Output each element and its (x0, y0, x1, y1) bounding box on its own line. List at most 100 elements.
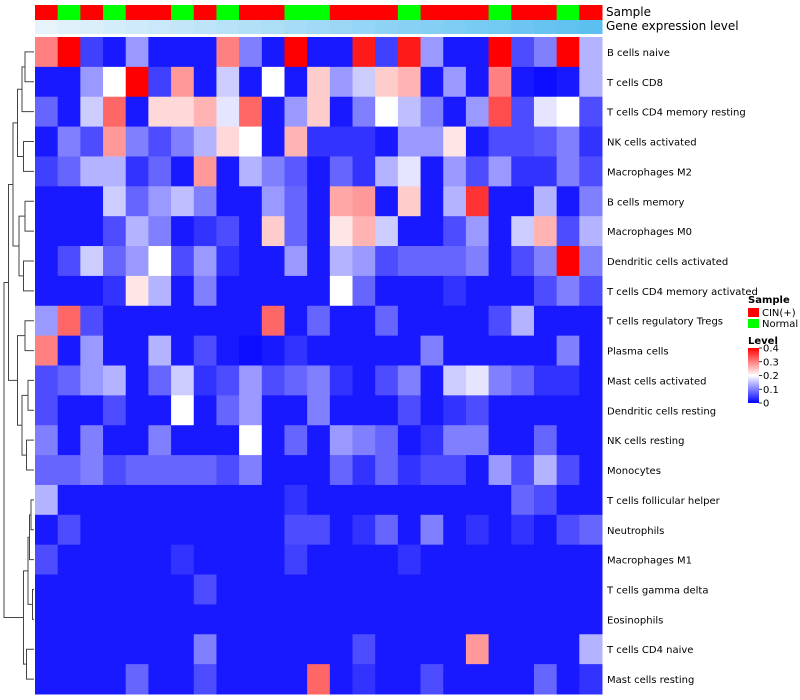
heatmap-cell (125, 604, 149, 635)
heatmap-cell (556, 126, 580, 157)
heatmap-cell (556, 305, 580, 337)
heatmap-cell (511, 216, 535, 247)
heatmap-cell (397, 664, 422, 695)
heatmap-cell (352, 395, 376, 426)
heatmap-cell (375, 395, 399, 426)
heatmap-cell (375, 305, 399, 337)
row-dendrogram (3, 51, 34, 680)
heatmap-cell (465, 186, 490, 217)
heatmap-cell (375, 216, 399, 247)
heatmap-cell (533, 455, 558, 486)
sample-cell (239, 5, 263, 20)
heatmap-cell (103, 514, 127, 546)
heatmap-cell (556, 275, 580, 307)
heatmap-cell (307, 664, 331, 695)
heatmap-cell (284, 484, 308, 516)
row-label: T cells CD4 memory activated (606, 287, 758, 298)
heatmap-cell (579, 365, 603, 396)
heatmap-cell (125, 455, 149, 486)
heatmap-cell (556, 664, 580, 695)
heatmap-cell (375, 544, 399, 576)
heatmap-cell (57, 66, 81, 98)
heatmap-cell (329, 305, 354, 337)
heatmap-cell (57, 335, 81, 366)
heatmap-cell (239, 634, 263, 665)
heatmap-cell (511, 574, 535, 605)
heatmap-cell (125, 395, 149, 426)
heatmap-cell (352, 96, 376, 128)
legend-level-title: Level (748, 336, 778, 347)
heatmap-cell (239, 574, 263, 605)
expression-cell (533, 20, 558, 34)
sample-cell (103, 5, 127, 20)
heatmap-cell (35, 66, 59, 98)
heatmap-cell (307, 37, 331, 68)
heatmap-cell (57, 37, 81, 68)
heatmap-cell (443, 395, 467, 426)
heatmap-cell (579, 37, 603, 68)
heatmap-cell (556, 544, 580, 576)
heatmap-cell (397, 425, 422, 456)
heatmap-cell (216, 604, 240, 635)
heatmap-cell (329, 395, 354, 426)
heatmap-cell (375, 425, 399, 456)
heatmap-cell (125, 275, 149, 307)
heatmap-cell (80, 634, 104, 665)
heatmap-cell (193, 604, 217, 635)
dendrogram-branch (24, 200, 34, 232)
heatmap-cell (216, 425, 240, 456)
heatmap-cell (261, 365, 285, 396)
sample-cell (465, 5, 490, 20)
heatmap-cell (488, 335, 512, 366)
heatmap-cell (35, 544, 59, 576)
heatmap-cell (307, 425, 331, 456)
heatmap-cell (352, 37, 376, 68)
row-label: T cells follicular helper (606, 496, 721, 507)
heatmap-cell (103, 634, 127, 665)
heatmap-cell (420, 126, 444, 157)
heatmap-cell (579, 156, 603, 187)
heatmap-cell (57, 455, 81, 486)
heatmap-cell (307, 335, 331, 366)
row-label: T cells gamma delta (606, 585, 708, 596)
heatmap-cell (216, 126, 240, 157)
heatmap-cell (35, 484, 59, 516)
heatmap-cell (193, 395, 217, 426)
heatmap-cell (171, 305, 195, 337)
heatmap-cell (261, 156, 285, 187)
heatmap-cell (579, 634, 603, 665)
heatmap-cell (57, 634, 81, 665)
heatmap-cell (193, 305, 217, 337)
heatmap-cell (579, 246, 603, 277)
heatmap-cell (511, 544, 535, 576)
heatmap-cell (420, 96, 444, 128)
heatmap-cell (329, 275, 354, 307)
heatmap-cell (443, 365, 467, 396)
heatmap-cell (465, 246, 490, 277)
sample-annotation-label: Sample (606, 5, 651, 19)
heatmap-cell (193, 455, 217, 486)
dendrogram-branch (23, 141, 34, 172)
heatmap-cell (80, 514, 104, 546)
heatmap-cell (375, 335, 399, 366)
heatmap-cell (284, 425, 308, 456)
heatmap-cell (261, 604, 285, 635)
dendrogram-branch (24, 51, 34, 83)
heatmap-cell (556, 604, 580, 635)
heatmap-cell (533, 395, 558, 426)
heatmap-cell (533, 126, 558, 157)
heatmap-cell (216, 156, 240, 187)
heatmap-cell (533, 216, 558, 247)
dendrogram-branch (26, 439, 34, 471)
heatmap-cell (284, 216, 308, 247)
heatmap-cell (511, 66, 535, 98)
heatmap-cell (533, 574, 558, 605)
heatmap-cell (329, 455, 354, 486)
heatmap-cell (579, 216, 603, 247)
heatmap-cell (579, 96, 603, 128)
heatmap-cell (148, 455, 172, 486)
heatmap-cell (307, 96, 331, 128)
heatmap-cell (261, 186, 285, 217)
heatmap-cell (35, 604, 59, 635)
heatmap-cell (125, 186, 149, 217)
